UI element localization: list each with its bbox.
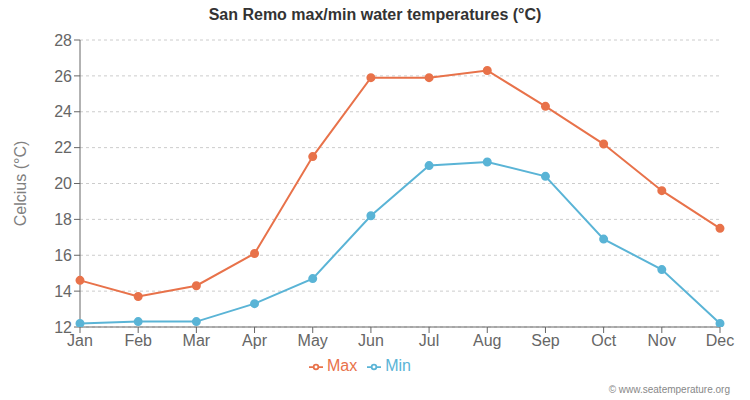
- svg-text:16: 16: [54, 247, 72, 264]
- svg-text:Jun: Jun: [358, 332, 384, 349]
- svg-text:Nov: Nov: [648, 332, 676, 349]
- svg-text:Dec: Dec: [706, 332, 734, 349]
- svg-text:Celcius (°C): Celcius (°C): [12, 141, 29, 227]
- svg-text:14: 14: [54, 283, 72, 300]
- html-text:© www.seatemperature.org: © www.seatemperature.org: [608, 384, 730, 395]
- svg-text:Feb: Feb: [124, 332, 152, 349]
- svg-text:12: 12: [54, 319, 72, 336]
- svg-text:Apr: Apr: [242, 332, 268, 349]
- svg-text:18: 18: [54, 211, 72, 228]
- html-text:Min: Min: [385, 357, 411, 374]
- svg-text:Jan: Jan: [67, 332, 93, 350]
- svg-text:Sep: Sep: [531, 332, 560, 349]
- svg-text:May: May: [298, 332, 328, 349]
- svg-text:20: 20: [54, 175, 72, 192]
- html-text:San Remo max/min water tempera: San Remo max/min water temperatures (°C): [208, 6, 542, 23]
- svg-text:24: 24: [54, 103, 72, 120]
- svg-text:28: 28: [54, 32, 72, 49]
- html-text:Max: Max: [327, 357, 358, 374]
- svg-text:22: 22: [54, 139, 72, 156]
- svg-text:Mar: Mar: [183, 332, 211, 349]
- svg-text:Oct: Oct: [591, 332, 616, 349]
- svg-text:Aug: Aug: [473, 332, 501, 349]
- svg-text:26: 26: [54, 68, 72, 85]
- svg-text:Jul: Jul: [419, 332, 439, 349]
